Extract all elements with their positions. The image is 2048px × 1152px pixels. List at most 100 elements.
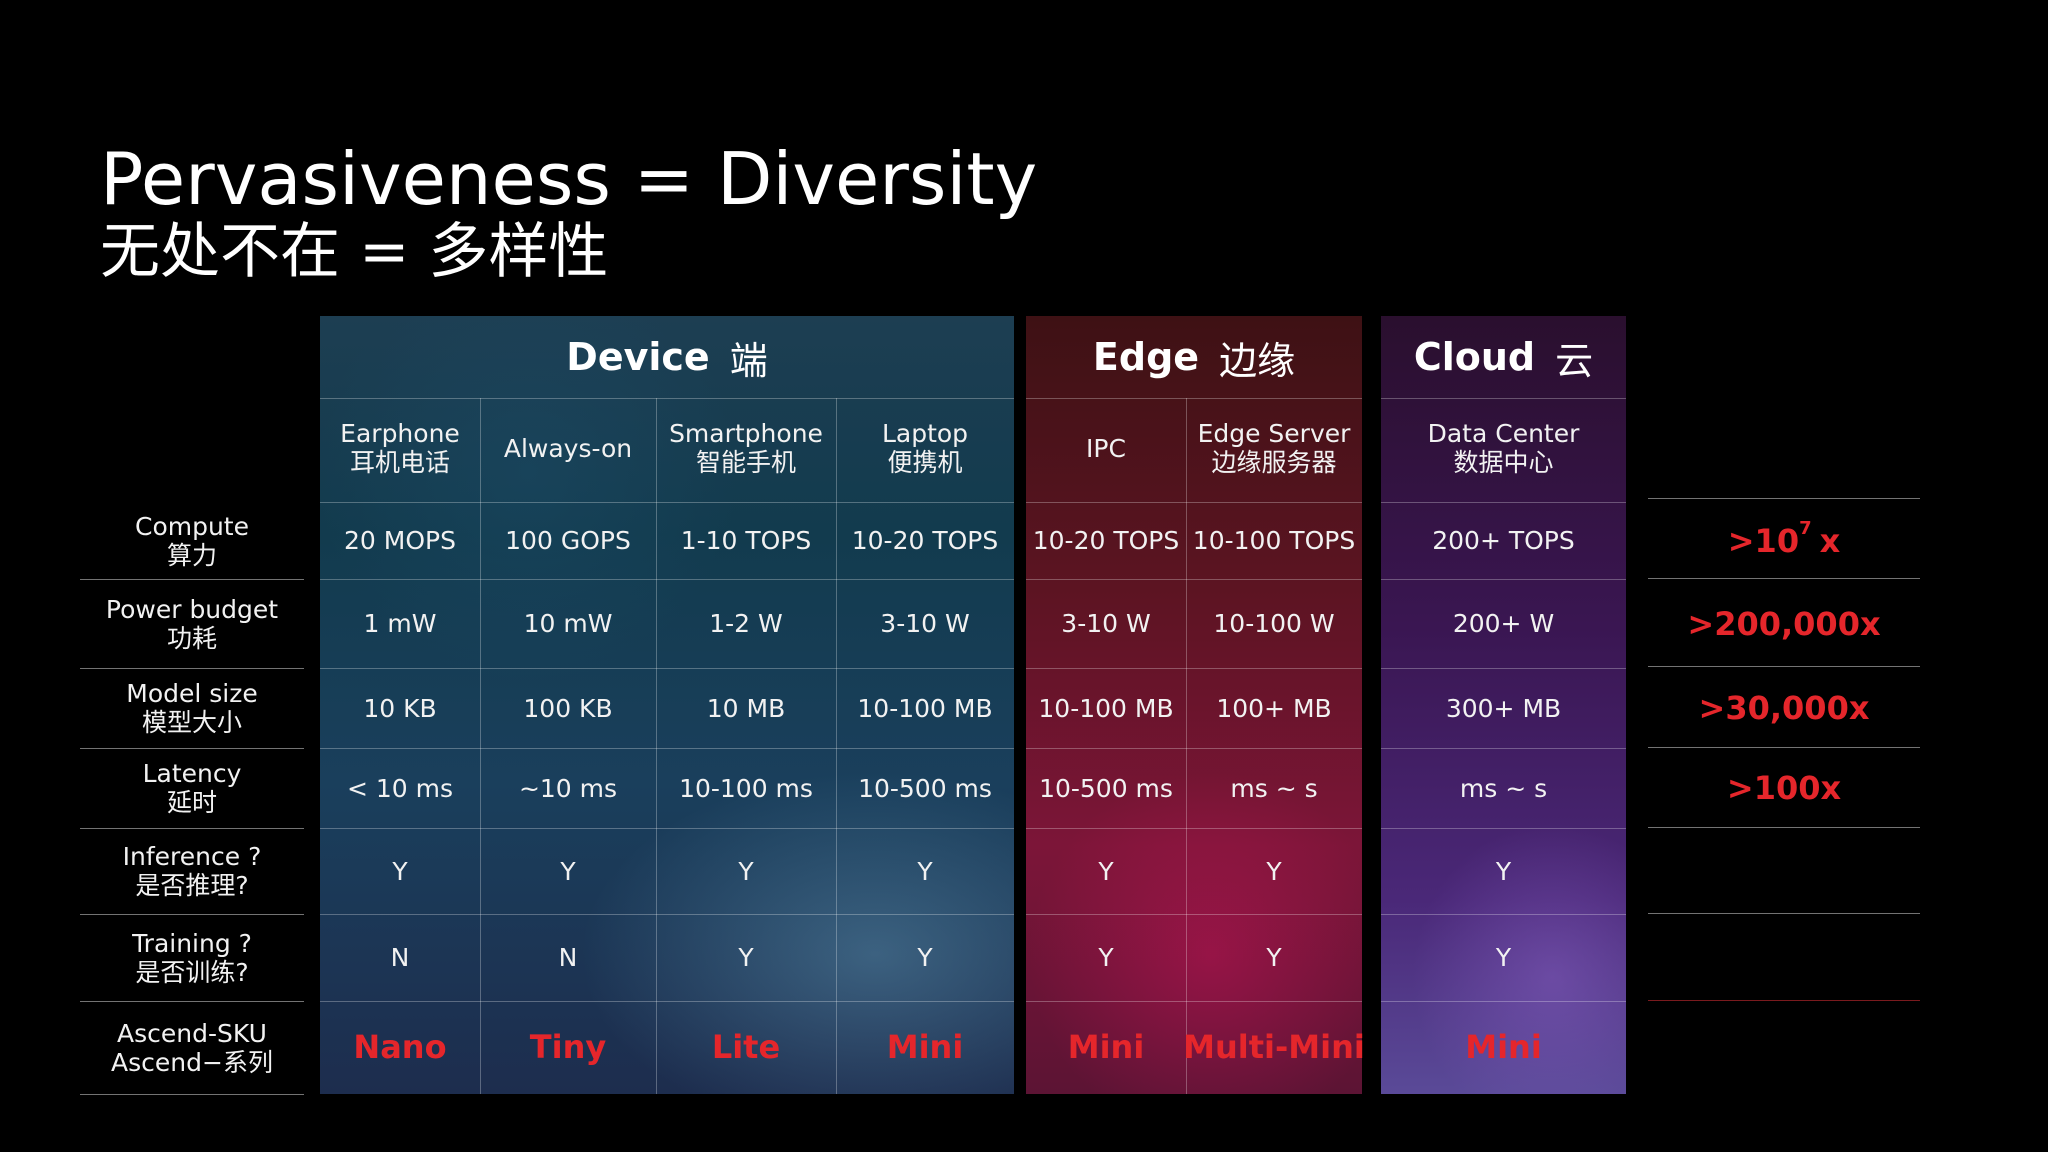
column-header-label: Edge Server	[1197, 419, 1351, 448]
row-label: Model size 模型大小	[80, 668, 304, 748]
sku-cell: Multi-Mini	[1183, 1028, 1365, 1066]
value-cell: 100+ MB	[1216, 693, 1332, 723]
value-cell: 3-10 W	[1061, 609, 1151, 638]
value-cell: 10-500 ms	[858, 773, 992, 803]
device-group-panel: Device 端	[320, 316, 1014, 1094]
row-divider	[1026, 502, 1362, 503]
latency-ratio: >100x	[1726, 769, 1842, 807]
sku-cell: Mini	[1067, 1028, 1145, 1066]
device-group-header: Device 端	[320, 316, 1014, 398]
row-divider	[1026, 828, 1362, 829]
value-cell: 1-10 TOPS	[680, 526, 812, 555]
row-divider	[320, 502, 1014, 503]
column-header-label: Smartphone	[669, 419, 823, 448]
compute-ratio: >10 7 x	[1648, 502, 1920, 579]
row-label-en: Inference ?	[122, 842, 262, 871]
value-cell: 10-100 W	[1213, 609, 1335, 638]
edge-group-label-zh: 边缘	[1219, 338, 1296, 383]
edge-group-panel: Edge 边缘	[1026, 316, 1362, 1094]
value-cell: ms ~ s	[1230, 773, 1318, 803]
value-cell: ~10 ms	[518, 773, 618, 803]
row-divider	[320, 828, 1014, 829]
value-cell: 10-500 ms	[1039, 773, 1173, 803]
row-label-en: Latency	[142, 759, 242, 788]
row-divider	[320, 914, 1014, 915]
row-label-zh: 功耗	[166, 623, 217, 653]
model-size-ratio: >30,000x	[1698, 689, 1870, 727]
row-divider	[1381, 1001, 1626, 1002]
cloud-group-header: Cloud 云	[1381, 316, 1626, 398]
compute-ratio-text: >10	[1727, 521, 1800, 560]
row-label-en: Power budget	[105, 594, 279, 624]
compute-ratio-exponent: 7	[1799, 518, 1812, 539]
row-label: Power budget 功耗	[80, 579, 304, 668]
row-label-zh: Ascend−系列	[111, 1047, 273, 1077]
device-group-label-zh: 端	[729, 338, 768, 383]
row-label-zh: 模型大小	[141, 708, 242, 737]
row-divider	[320, 1001, 1014, 1002]
value-cell: 10-100 TOPS	[1192, 526, 1356, 555]
value-cell: 3-10 W	[880, 609, 970, 638]
row-divider	[1026, 668, 1362, 669]
value-cell: 10-100 MB	[1038, 693, 1174, 723]
value-cell: Y	[560, 856, 576, 886]
column-header: Data Center 数据中心	[1381, 398, 1626, 498]
column-divider	[836, 398, 837, 1094]
column-divider	[480, 398, 481, 1094]
value-cell: Y	[392, 856, 408, 886]
column-header-label: Laptop	[881, 419, 969, 448]
column-header: Earphone 耳机电话	[320, 398, 480, 498]
row-label-zh: 是否训练?	[135, 957, 249, 987]
row-label: Inference ? 是否推理?	[80, 828, 304, 914]
ratio-divider	[1648, 498, 1920, 499]
cloud-group-label: Cloud	[1413, 335, 1536, 379]
row-divider	[1381, 828, 1626, 829]
edge-group-header: Edge 边缘	[1026, 316, 1362, 398]
device-group-label: Device	[566, 335, 710, 379]
row-label-zh: 算力	[166, 540, 217, 570]
row-divider	[1026, 914, 1362, 915]
value-cell: 100 GOPS	[505, 526, 631, 555]
value-cell: Y	[1098, 943, 1114, 972]
column-divider	[656, 398, 657, 1094]
value-cell: Y	[1495, 943, 1512, 972]
row-label-divider	[80, 914, 304, 915]
sku-cell: Mini	[1465, 1028, 1542, 1066]
row-label-divider	[80, 579, 304, 580]
value-cell: 1 mW	[363, 609, 437, 638]
row-divider	[1026, 579, 1362, 580]
power-ratio: >200,000x	[1687, 604, 1881, 643]
value-cell: Y	[738, 943, 754, 972]
row-label-en: Compute	[134, 511, 249, 541]
column-header-label: Always-on	[503, 433, 633, 463]
value-cell: 20 MOPS	[344, 526, 456, 555]
column-header-label-zh: 耳机电话	[349, 448, 450, 477]
column-header-label: Earphone	[340, 419, 460, 448]
row-label: Training ? 是否训练?	[80, 914, 304, 1001]
row-divider	[1381, 398, 1626, 399]
value-cell: Y	[1266, 856, 1282, 886]
value-cell: 10-100 ms	[679, 773, 813, 803]
value-cell: 100 KB	[523, 693, 613, 723]
value-cell: 200+ TOPS	[1432, 526, 1575, 555]
column-header: Always-on	[480, 398, 656, 498]
row-label-en: Ascend-SKU	[117, 1018, 267, 1048]
value-cell: 10-20 TOPS	[1032, 526, 1180, 555]
value-cell: 200+ W	[1452, 609, 1555, 638]
value-cell: Y	[1266, 943, 1282, 972]
row-divider	[320, 748, 1014, 749]
row-label-zh: 是否推理?	[135, 871, 249, 900]
row-divider	[1381, 502, 1626, 503]
row-divider	[320, 668, 1014, 669]
sku-cell: Nano	[353, 1028, 447, 1066]
row-label: Latency 延时	[80, 748, 304, 828]
value-cell: 300+ MB	[1445, 693, 1562, 723]
cloud-group-label-zh: 云	[1555, 338, 1594, 383]
ratio-divider	[1648, 578, 1920, 579]
row-divider	[1026, 398, 1362, 399]
value-cell: < 10 ms	[346, 773, 454, 803]
value-cell: 1-2 W	[709, 609, 783, 638]
value-cell: 10 KB	[363, 693, 437, 723]
edge-group-label: Edge	[1092, 335, 1200, 379]
column-divider	[1186, 398, 1187, 1094]
